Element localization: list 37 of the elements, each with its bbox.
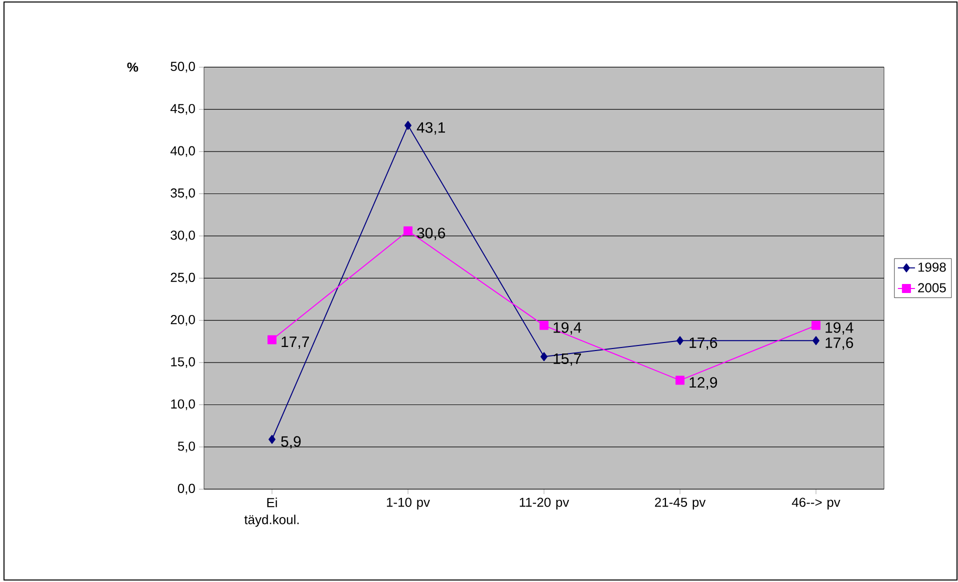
x-tick-label: 21-45 pv — [655, 498, 706, 510]
point — [812, 320, 820, 330]
y-tick-label: 25,0 — [170, 272, 195, 284]
x-tick-label: 11-20 pv — [520, 498, 570, 510]
x-tick-label: 1-10 pv — [386, 498, 430, 510]
point — [404, 120, 412, 130]
y-tick-label: 0,0 — [178, 484, 195, 495]
x-tick-label: Ei täyd.koul. — [244, 498, 299, 527]
data-label: 17,6 — [690, 337, 718, 350]
legend-label: 2005 — [918, 283, 946, 292]
point — [812, 336, 820, 346]
y-tick-label: 50,0 — [170, 62, 195, 73]
point — [268, 335, 276, 344]
y-tick-label: 30,0 — [170, 230, 195, 242]
point — [540, 320, 548, 330]
y-axis-title: % — [127, 62, 138, 72]
point — [676, 336, 684, 346]
data-label: 17,7 — [282, 336, 309, 349]
point — [540, 352, 548, 362]
point — [676, 376, 684, 385]
x-tick-label: 46--> pv — [792, 498, 840, 510]
point — [268, 434, 276, 444]
data-label: 43,1 — [416, 122, 445, 135]
data-label: 5,9 — [281, 436, 301, 449]
data-label: 12,9 — [690, 377, 718, 390]
data-label: 17,6 — [826, 337, 854, 350]
data-label: 19,4 — [554, 322, 582, 335]
y-tick-label: 20,0 — [170, 314, 195, 326]
y-tick-label: 10,0 — [171, 399, 195, 410]
y-tick-label: 15,0 — [171, 357, 195, 368]
y-tick-label: 45,0 — [170, 104, 195, 115]
legend-label: 1998 — [918, 262, 946, 272]
y-tick-label: 5,0 — [178, 442, 195, 452]
point — [404, 226, 412, 236]
y-tick-label: 35,0 — [170, 188, 195, 200]
data-label: 19,4 — [826, 322, 854, 335]
y-tick-label: 40,0 — [170, 146, 195, 157]
